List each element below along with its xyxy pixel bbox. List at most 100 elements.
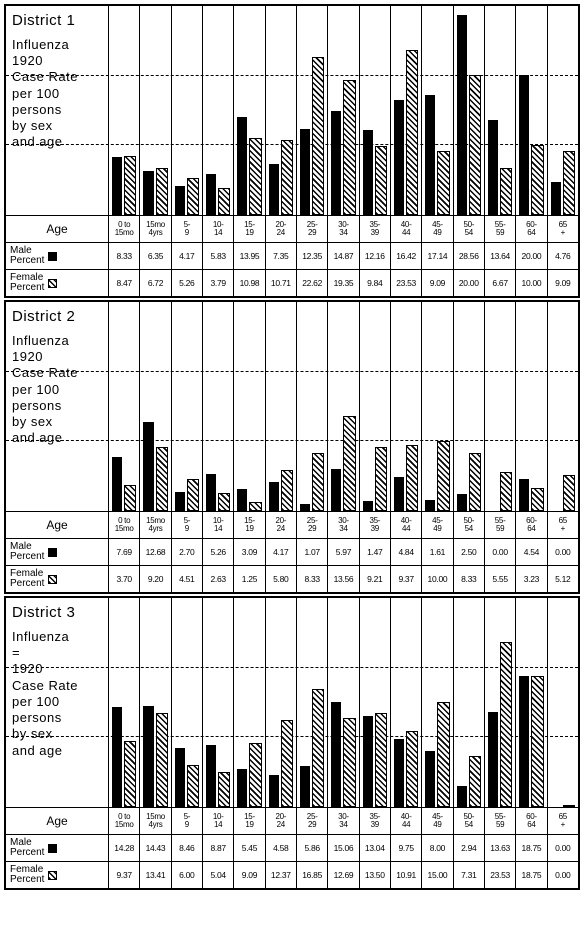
female-value-cell: 9.84 [359,270,390,296]
age-column [453,6,484,215]
age-label-cell: 35-39 [359,808,390,834]
male-row-label: MalePercent [6,539,108,565]
bar-male [269,164,279,215]
bar-female [218,493,230,511]
male-value-cell: 5.86 [296,835,327,861]
age-label-cell: 40-44 [390,808,421,834]
age-column [171,302,202,511]
male-value-cell: 8.87 [202,835,233,861]
male-value-cell: 5.45 [233,835,264,861]
bar-pair [206,474,230,511]
chart-area: District 3Influenza=1920Case Rateper 100… [6,598,578,808]
bar-male [237,489,247,511]
age-label-cell: 15mo4yrs [139,216,170,242]
bar-pair [300,57,324,215]
age-label-cell: 10-14 [202,512,233,538]
bar-female [124,156,136,215]
female-value-cell: 9.09 [421,270,452,296]
bar-pair [237,489,261,511]
bar-pair [394,50,418,215]
bar-male [519,676,529,807]
female-value-cell: 3.79 [202,270,233,296]
male-value-cell: 5.97 [327,539,358,565]
age-label-cell: 5-9 [171,808,202,834]
male-value-cell: 9.75 [390,835,421,861]
female-value-cell: 8.33 [296,566,327,592]
chart-area: District 2Influenza1920Case Rateper 100p… [6,302,578,512]
age-column [233,598,264,807]
age-column [139,302,170,511]
male-value-cell: 17.14 [421,243,452,269]
bar-male [112,707,122,807]
bar-male [206,174,216,215]
female-value-cell: 0.00 [547,862,578,888]
female-value-cell: 4.51 [171,566,202,592]
age-column [327,302,358,511]
bar-female [343,80,355,215]
bar-pair [551,805,575,807]
chart-area: District 1Influenza1920Case Rateper 100p… [6,6,578,216]
age-column [108,6,139,215]
title-block: District 3Influenza=1920Case Rateper 100… [12,604,78,759]
bar-pair [425,441,449,511]
bar-pair [331,702,355,807]
female-value-cell: 9.20 [139,566,170,592]
bar-male [300,766,310,807]
age-label-cell: 45-49 [421,216,452,242]
bar-pair [269,140,293,215]
female-value-cell: 16.85 [296,862,327,888]
district-title: District 1 [12,12,78,31]
bar-male [269,482,279,511]
age-column [484,6,515,215]
female-swatch [48,871,57,880]
bar-female [124,741,136,807]
female-value-cell: 5.12 [547,566,578,592]
bar-female [406,445,418,511]
bar-male [331,702,341,807]
age-row-label: Age [6,512,108,538]
female-value-cell: 6.00 [171,862,202,888]
age-column [265,302,296,511]
age-column [233,6,264,215]
female-value-cell: 10.71 [265,270,296,296]
male-swatch [48,548,57,557]
panel-district-2: District 2Influenza1920Case Rateper 100p… [4,300,580,594]
age-column [139,598,170,807]
bar-pair [457,756,481,807]
bar-female [312,453,324,511]
age-label-cell: 20-24 [265,808,296,834]
male-value-cell: 14.28 [108,835,139,861]
male-swatch [48,844,57,853]
bar-male [206,745,216,807]
female-value-cell: 9.09 [233,862,264,888]
bar-female [343,416,355,511]
bar-pair [425,702,449,807]
bar-female [563,151,575,215]
female-value-cell: 10.00 [421,566,452,592]
bar-female [469,453,481,511]
age-label-cell: 60-64 [515,512,546,538]
age-label-cell: 30-34 [327,216,358,242]
female-value-cell: 19.35 [327,270,358,296]
columns [108,302,578,511]
female-row-label: FemalePercent [6,566,108,592]
bar-male [206,474,216,511]
bar-male [425,751,435,807]
bar-pair [488,472,512,511]
bar-female [375,146,387,215]
bar-female [500,642,512,807]
male-value-cell: 12.16 [359,243,390,269]
bar-female [563,475,575,511]
bar-female [375,713,387,808]
bar-male [519,479,529,511]
data-table: Age0 to15mo15mo4yrs5-910-1415-1920-2425-… [6,808,578,888]
gridline [6,75,578,76]
female-value-cell: 10.98 [233,270,264,296]
male-value-cell: 8.33 [108,243,139,269]
age-label-cell: 35-39 [359,512,390,538]
male-row-label: MalePercent [6,243,108,269]
bar-pair [363,130,387,215]
bar-pair [112,457,136,511]
age-column [515,302,546,511]
bar-pair [175,178,199,215]
